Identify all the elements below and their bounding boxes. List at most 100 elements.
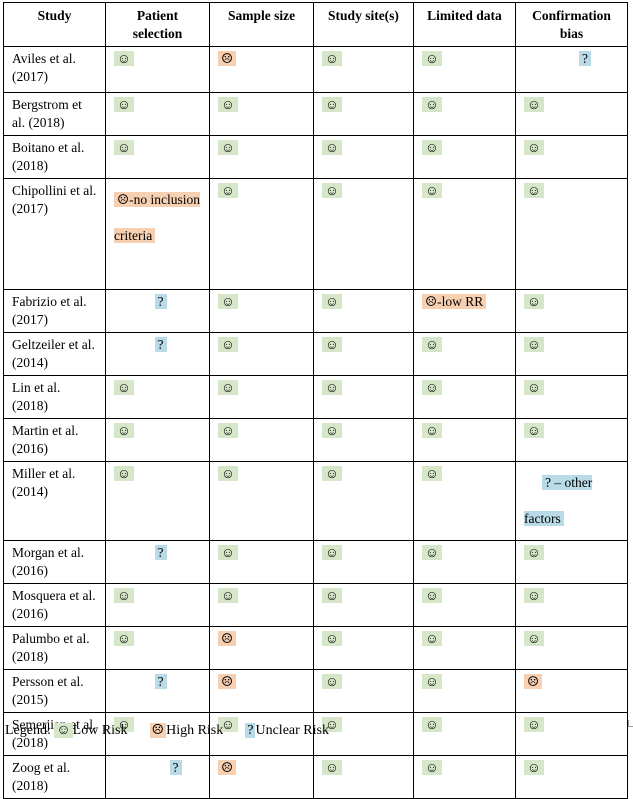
low-risk-marker: ☺ — [322, 294, 342, 309]
sample-size-cell: ☹ — [209, 755, 314, 799]
limited-data-cell: ☺ — [413, 178, 516, 290]
low-risk-marker: ☺ — [524, 183, 544, 198]
confirmation-bias-cell: ☺ — [515, 540, 628, 584]
low-risk-marker: ☺ — [524, 631, 544, 646]
sample-size-cell: ☺ — [209, 135, 314, 179]
table-row: Palumbo et al. (2018) ☺ ☹ ☺ ☺ ☺ — [3, 626, 628, 670]
sample-size-cell: ☺ — [209, 178, 314, 290]
limited-data-cell: ☺ — [413, 712, 516, 756]
study-name-cell: Boitano et al. (2018) — [3, 135, 106, 179]
low-risk-marker: ☺ — [322, 674, 342, 689]
sample-size-cell: ☺ — [209, 583, 314, 627]
table-body: Aviles et al. (2017) ☺ ☹ ☺ ☺? Bergstrom et al… — [3, 46, 628, 799]
low-risk-marker: ☺ — [422, 674, 442, 689]
confirmation-bias-cell: ☺ — [515, 755, 628, 799]
low-risk-marker: ☺ — [218, 294, 238, 309]
low-risk-marker: ☺ — [422, 717, 442, 732]
patient-selection-cell: ☹-no inclusion criteria — [105, 178, 210, 290]
patient-selection-cell: ☺ — [105, 135, 210, 179]
study-sites-cell: ☺ — [313, 418, 414, 462]
table-row: Chipollini et al. (2017) ☹-no inclusion c… — [3, 178, 628, 290]
legend-item-unclear: ? Unclear Risk — [245, 722, 329, 740]
confirmation-bias-cell: ☺ — [515, 289, 628, 333]
legend-item-high: ☹ High Risk — [149, 722, 224, 740]
low-risk-marker: ☺ — [524, 97, 544, 112]
low-risk-marker: ☺ — [524, 588, 544, 603]
header-row: Study Patient selection Sample size Stud… — [3, 2, 628, 47]
legend-label: High Risk — [166, 723, 224, 738]
sample-size-cell: ☺ — [209, 418, 314, 462]
low-risk-marker: ☺ — [322, 51, 342, 66]
patient-selection-cell: ? — [105, 669, 210, 713]
low-risk-marker: ☺ — [218, 380, 238, 395]
sample-size-cell: ☺ — [209, 540, 314, 584]
study-name-cell: Chipollini et al. (2017) — [3, 178, 106, 290]
low-risk-marker: ☺ — [524, 380, 544, 395]
patient-selection-cell: ? — [105, 289, 210, 333]
limited-data-cell: ☺ — [413, 418, 516, 462]
study-name-cell: Bergstrom et al. (2018) — [3, 92, 106, 136]
risk-of-bias-table: Study Patient selection Sample size Stud… — [3, 2, 628, 799]
low-risk-marker: ☺ — [322, 760, 342, 775]
sample-size-cell: ☺ — [209, 332, 314, 376]
study-name-cell: Zoog et al. (2018) — [3, 755, 106, 799]
low-risk-marker: ☺ — [524, 423, 544, 438]
sample-size-cell: ☺ — [209, 289, 314, 333]
low-risk-marker: ☺ — [422, 337, 442, 352]
low-risk-marker: ☺ — [524, 760, 544, 775]
study-sites-cell: ☺ — [313, 626, 414, 670]
patient-selection-cell: ☺ — [105, 375, 210, 419]
limited-data-cell: ☺ — [413, 583, 516, 627]
low-risk-marker: ☺ — [218, 466, 238, 481]
high-risk-marker: ☹-no inclusion criteria — [114, 192, 200, 243]
low-risk-marker: ☺ — [524, 337, 544, 352]
confirmation-bias-cell: ☺ — [515, 626, 628, 670]
study-name-cell: Geltzeiler et al. (2014) — [3, 332, 106, 376]
table-row: Martin et al. (2016) ☺ ☺ ☺ ☺ ☺ — [3, 418, 628, 462]
low-risk-marker: ☺ — [422, 588, 442, 603]
study-sites-cell: ☺ — [313, 289, 414, 333]
confirmation-bias-cell: ☺ — [515, 418, 628, 462]
table-row: Fabrizio et al. (2017)? ☺ ☺ ☹-low RR ☺ — [3, 289, 628, 333]
low-risk-marker: ☺ — [218, 337, 238, 352]
low-risk-marker: ☺ — [114, 51, 134, 66]
sample-size-cell: ☺ — [209, 461, 314, 541]
table-row: Boitano et al. (2018) ☺ ☺ ☺ ☺ ☺ — [3, 135, 628, 179]
limited-data-cell: ☺ — [413, 540, 516, 584]
unclear-risk-marker: ? — [154, 545, 167, 560]
study-sites-cell: ☺ — [313, 375, 414, 419]
study-sites-cell: ☺ — [313, 540, 414, 584]
patient-selection-cell: ☺ — [105, 46, 210, 93]
confirmation-bias-cell: ☺ — [515, 135, 628, 179]
low-risk-marker: ☺ — [114, 588, 134, 603]
table-row: Mosquera et al. (2016) ☺ ☺ ☺ ☺ ☺ — [3, 583, 628, 627]
table-row: Lin et al. (2018) ☺ ☺ ☺ ☺ ☺ — [3, 375, 628, 419]
low-risk-marker: ☺ — [218, 545, 238, 560]
low-risk-marker: ☺ — [322, 466, 342, 481]
study-sites-cell: ☺ — [313, 135, 414, 179]
table-row: Bergstrom et al. (2018) ☺ ☺ ☺ ☺ ☺ — [3, 92, 628, 136]
study-sites-cell: ☺ — [313, 92, 414, 136]
sample-size-cell: ☹ — [209, 669, 314, 713]
sample-size-cell: ☺ — [209, 375, 314, 419]
study-sites-cell: ☺ — [313, 461, 414, 541]
study-name-cell: Palumbo et al. (2018) — [3, 626, 106, 670]
high-risk-marker: ☹ — [218, 674, 237, 689]
header-study: Study — [3, 2, 106, 47]
patient-selection-cell: ☺ — [105, 583, 210, 627]
limited-data-cell: ☺ — [413, 332, 516, 376]
patient-selection-cell: ? — [105, 540, 210, 584]
low-risk-marker: ☺ — [422, 760, 442, 775]
limited-data-cell: ☺ — [413, 375, 516, 419]
high-risk-marker: ☹ — [524, 674, 543, 689]
low-risk-marker: ☺ — [422, 380, 442, 395]
low-risk-marker: ☺ — [422, 183, 442, 198]
high-risk-marker: ☹ — [218, 631, 237, 646]
limited-data-cell: ☺ — [413, 755, 516, 799]
low-risk-marker: ☺ — [524, 140, 544, 155]
study-sites-cell: ☺ — [313, 332, 414, 376]
confirmation-bias-cell: ☺ — [515, 712, 628, 756]
confirmation-bias-cell: ? – other factors — [515, 461, 628, 541]
high-risk-marker: ☹-low RR — [422, 294, 487, 309]
low-risk-marker: ☺ — [322, 631, 342, 646]
